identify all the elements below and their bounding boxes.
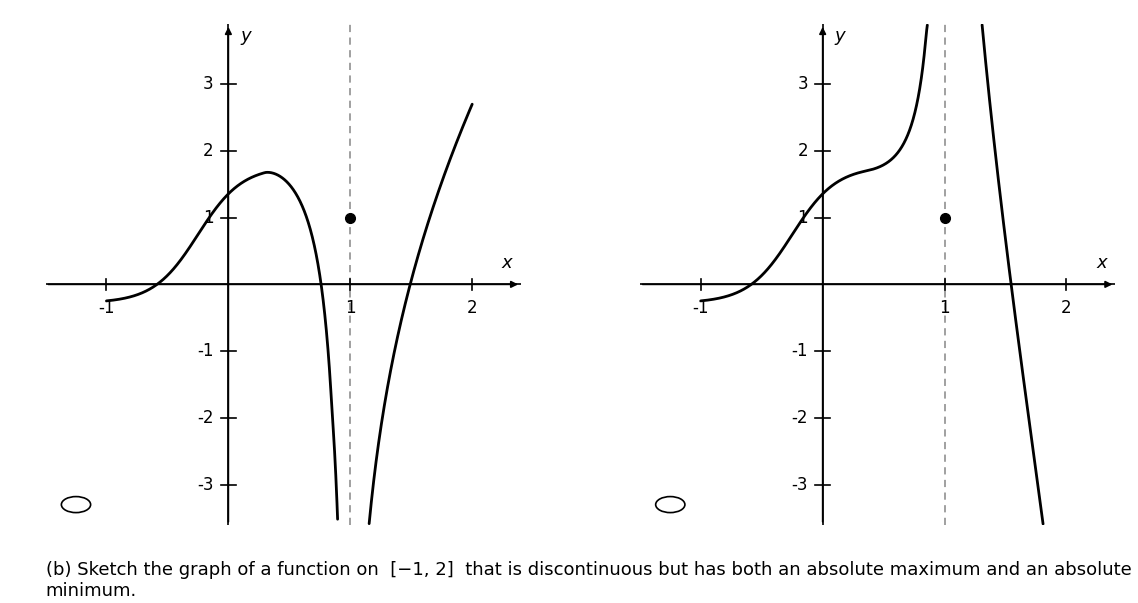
Text: 2: 2 — [1061, 299, 1072, 317]
Text: -2: -2 — [792, 409, 808, 427]
Text: 3: 3 — [798, 75, 808, 93]
Text: y: y — [835, 28, 846, 45]
Text: -1: -1 — [792, 342, 808, 360]
Text: -1: -1 — [693, 299, 709, 317]
Text: 2: 2 — [467, 299, 478, 317]
Text: (b) Sketch the graph of a function on  [−1, 2]  that is discontinuous but has bo: (b) Sketch the graph of a function on [−… — [46, 561, 1131, 579]
Text: -3: -3 — [197, 476, 214, 494]
Text: 1: 1 — [203, 209, 214, 227]
Text: -2: -2 — [197, 409, 214, 427]
Text: x: x — [502, 254, 512, 273]
Text: 1: 1 — [939, 299, 950, 317]
Text: minimum.: minimum. — [46, 582, 137, 600]
Text: x: x — [1096, 254, 1107, 273]
Text: 1: 1 — [345, 299, 355, 317]
Text: -3: -3 — [792, 476, 808, 494]
Text: -1: -1 — [197, 342, 214, 360]
Text: 1: 1 — [798, 209, 808, 227]
Text: y: y — [240, 28, 251, 45]
Text: 3: 3 — [203, 75, 214, 93]
Text: 2: 2 — [798, 142, 808, 160]
Text: -1: -1 — [98, 299, 115, 317]
Text: 2: 2 — [203, 142, 214, 160]
